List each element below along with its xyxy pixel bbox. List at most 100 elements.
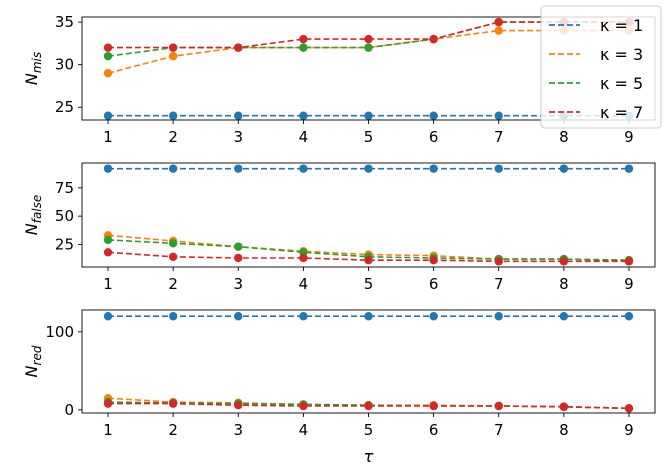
x-tick-label: 9: [624, 421, 634, 439]
data-point-kappa-7: [168, 43, 178, 52]
x-tick-label: 8: [559, 275, 569, 293]
data-point-kappa-7: [364, 256, 373, 265]
data-point-kappa-1: [429, 111, 438, 120]
data-point-kappa-1: [234, 312, 243, 321]
y-tick-label: 35: [55, 13, 74, 31]
data-point-kappa-1: [429, 164, 438, 173]
data-point-kappa-1: [494, 111, 503, 120]
x-tick-label: 1: [103, 275, 113, 293]
data-point-kappa-1: [299, 164, 308, 173]
x-tick-label: 7: [494, 275, 504, 293]
data-point-kappa-7: [364, 401, 373, 411]
data-point-kappa-1: [494, 164, 503, 173]
y-tick-label: 100: [45, 323, 74, 341]
data-point-kappa-1: [168, 312, 178, 321]
data-point-kappa-7: [103, 43, 113, 52]
x-tick-label: 9: [624, 128, 634, 146]
y-axis-label: Nfalse: [22, 195, 44, 236]
data-point-kappa-7: [103, 399, 113, 408]
data-point-kappa-5: [168, 239, 178, 248]
plot-frame: [81, 309, 656, 414]
y-tick-label: 30: [55, 56, 74, 74]
x-tick-label: 5: [364, 275, 374, 293]
data-point-kappa-7: [494, 257, 503, 266]
data-point-kappa-7: [559, 257, 569, 266]
series-line-kappa-7: [108, 402, 630, 410]
x-tick-label: 3: [233, 128, 243, 146]
data-point-kappa-1: [234, 111, 243, 120]
legend-label: κ = 7: [600, 103, 643, 122]
data-point-kappa-5: [364, 43, 373, 52]
data-point-kappa-1: [234, 164, 243, 173]
y-axis-label: Nred: [22, 345, 44, 377]
x-tick-label: 2: [168, 421, 178, 439]
y-axis-label: Nmis: [22, 52, 44, 85]
data-point-kappa-7: [494, 401, 503, 411]
x-tick-label: 3: [233, 421, 243, 439]
y-tick-label: 25: [55, 235, 74, 253]
x-tick-label: 6: [429, 128, 439, 146]
data-point-kappa-7: [168, 252, 178, 262]
data-point-kappa-7: [168, 399, 178, 408]
x-tick-label: 9: [624, 275, 634, 293]
data-point-kappa-7: [429, 256, 438, 265]
panel-false: 1 2 3 4 5 6 7 8 9 25 50 75 Nfalse: [22, 162, 656, 293]
series-line-kappa-7: [107, 251, 629, 263]
data-point-kappa-1: [559, 312, 569, 321]
data-point-kappa-7: [234, 253, 243, 263]
data-point-kappa-3: [103, 68, 113, 78]
x-tick-label: 4: [299, 128, 309, 146]
x-tick-label: 3: [233, 275, 243, 293]
y-tick-label: 75: [55, 179, 74, 197]
legend-label: κ = 3: [600, 45, 643, 64]
data-point-kappa-1: [559, 164, 569, 173]
x-tick-label: 8: [559, 128, 569, 146]
data-point-kappa-1: [168, 164, 178, 173]
data-point-kappa-3: [168, 51, 178, 61]
legend: κ = 1 κ = 3 κ = 5 κ = 7: [540, 5, 662, 129]
data-point-kappa-7: [103, 248, 113, 257]
data-point-kappa-1: [624, 312, 634, 321]
data-point-kappa-7: [234, 43, 243, 52]
data-point-kappa-7: [559, 402, 569, 411]
data-point-kappa-3: [494, 26, 503, 35]
data-point-kappa-7: [299, 34, 308, 44]
data-point-kappa-1: [103, 111, 113, 120]
data-point-kappa-1: [364, 111, 373, 120]
data-point-kappa-7: [624, 257, 634, 266]
y-tick-label: 50: [55, 207, 74, 225]
data-point-kappa-7: [429, 34, 438, 44]
data-point-kappa-5: [234, 242, 243, 251]
x-tick-label: 8: [559, 421, 569, 439]
y-tick-label: 0: [64, 401, 74, 419]
x-tick-label: 5: [364, 128, 374, 146]
data-point-kappa-1: [103, 312, 113, 321]
data-point-kappa-7: [429, 401, 438, 411]
x-tick-label: 6: [429, 421, 439, 439]
data-point-kappa-5: [299, 43, 308, 52]
data-point-kappa-1: [364, 164, 373, 173]
data-point-kappa-1: [494, 312, 503, 321]
data-point-kappa-7: [299, 253, 308, 263]
x-tick-label: 2: [168, 275, 178, 293]
x-tick-label: 1: [103, 421, 113, 439]
data-point-kappa-1: [299, 111, 308, 120]
data-point-kappa-5: [103, 51, 113, 61]
data-point-kappa-7: [494, 17, 503, 27]
data-point-kappa-7: [364, 34, 373, 44]
data-point-kappa-7: [624, 404, 634, 413]
x-tick-label: 4: [299, 421, 309, 439]
x-tick-label: 5: [364, 421, 374, 439]
data-point-kappa-1: [624, 164, 634, 173]
x-tick-label: 4: [299, 275, 309, 293]
x-tick-label: 7: [494, 421, 504, 439]
y-tick-label: 25: [55, 98, 74, 116]
x-tick-label: 1: [103, 128, 113, 146]
x-tick-label: 6: [429, 275, 439, 293]
data-point-kappa-7: [299, 401, 308, 411]
legend-label: κ = 1: [600, 16, 643, 35]
data-point-kappa-1: [364, 312, 373, 321]
x-tick-label: 2: [168, 128, 178, 146]
